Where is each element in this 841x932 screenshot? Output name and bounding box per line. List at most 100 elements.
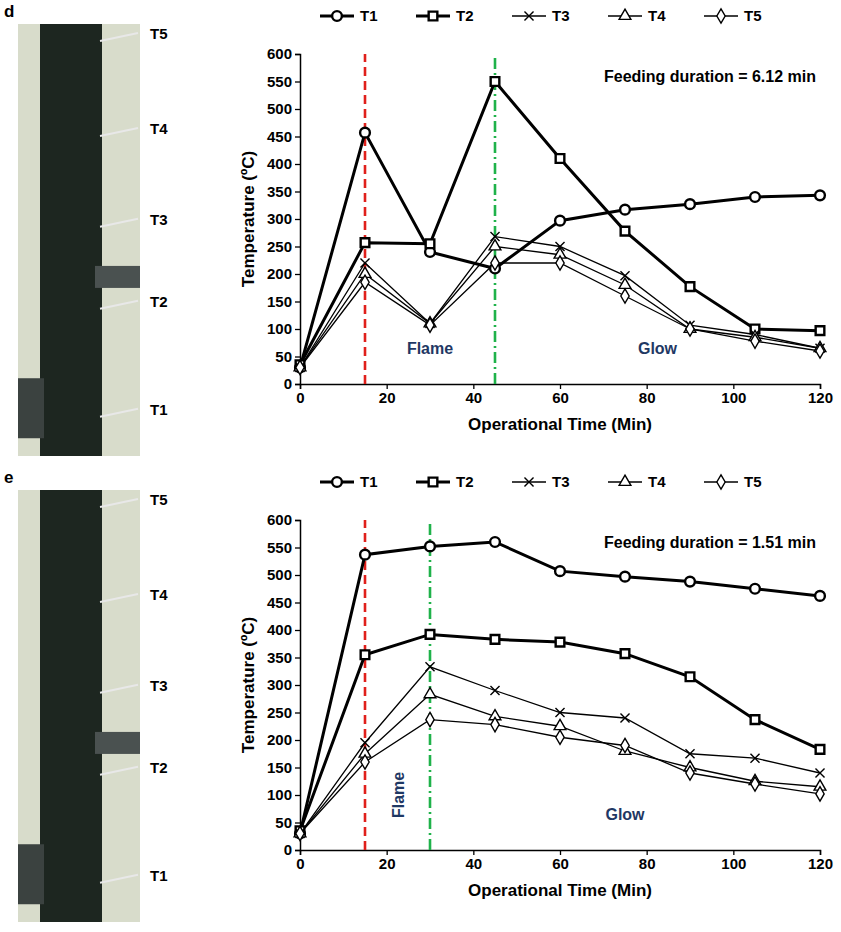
marker [424, 688, 436, 698]
legend-label: T4 [648, 7, 666, 24]
probe [100, 875, 138, 883]
marker [556, 730, 564, 744]
x-axis: 020406080100120 [296, 850, 833, 872]
y-tick: 100 [267, 786, 300, 803]
x-tick-label: 20 [379, 855, 396, 872]
marker [556, 154, 565, 163]
legend-swatch-marker [524, 11, 533, 20]
probe [100, 767, 138, 775]
y-tick: 250 [267, 238, 300, 255]
sensor-label: T1 [150, 401, 168, 418]
series-line [300, 667, 820, 834]
y-tick-mark [295, 246, 300, 247]
y-tick-mark [295, 685, 300, 686]
probe [100, 219, 138, 227]
sensor-label: T3 [150, 211, 168, 228]
y-tick: 250 [267, 704, 300, 721]
y-tick-label: 550 [267, 539, 292, 556]
y-tick-label: 400 [267, 621, 292, 638]
legend-label: T4 [648, 473, 666, 490]
marker [686, 672, 695, 681]
x-tick: 0 [296, 850, 304, 872]
marker [555, 708, 564, 717]
marker [620, 205, 630, 215]
marker [750, 754, 759, 763]
y-tick-label: 250 [267, 238, 292, 255]
x-tick-label: 40 [465, 389, 482, 406]
series-line [300, 247, 820, 368]
marker [361, 650, 370, 659]
y-tick-mark [295, 136, 300, 137]
y-tick-label: 600 [267, 45, 292, 62]
legend: T1T2T3T4T5 [320, 7, 762, 24]
marker [751, 334, 759, 348]
y-tick-label: 500 [267, 100, 292, 117]
y-axis-title: Temperature (ºC) [239, 151, 258, 287]
marker [816, 745, 825, 754]
x-tick: 0 [296, 384, 304, 406]
marker [685, 577, 695, 587]
photo [18, 24, 140, 456]
series-line [300, 237, 820, 368]
y-tick-label: 300 [267, 210, 292, 227]
x-tick: 40 [465, 384, 482, 406]
marker [491, 77, 500, 86]
series-line [300, 634, 820, 830]
legend-swatch-marker [429, 12, 438, 21]
y-tick-mark [295, 575, 300, 576]
legend: T1T2T3T4T5 [320, 473, 762, 490]
marker [425, 542, 435, 552]
marker [686, 766, 694, 780]
y-tick-mark [295, 81, 300, 82]
sensor-label: T5 [150, 491, 168, 508]
sensor-label: T4 [150, 586, 168, 603]
probe [100, 409, 138, 417]
x-tick: 40 [465, 850, 482, 872]
x-tick-label: 100 [721, 855, 746, 872]
probe [100, 33, 138, 41]
y-axis-line [295, 521, 301, 851]
marker [426, 239, 435, 248]
x-tick: 120 [808, 850, 833, 872]
y-tick-label: 450 [267, 128, 292, 145]
x-axis-title: Operational Time (Min) [468, 415, 652, 434]
y-tick: 600 [267, 511, 300, 528]
x-tick-label: 40 [465, 855, 482, 872]
x-tick-label: 100 [721, 389, 746, 406]
marker [360, 128, 370, 138]
marker [554, 719, 566, 729]
y-tick: 550 [267, 73, 300, 90]
y-tick: 100 [267, 320, 300, 337]
reference-line [494, 54, 497, 384]
marker [685, 199, 695, 209]
x-tick-label: 60 [552, 855, 569, 872]
y-tick-mark [295, 384, 300, 385]
marker [620, 713, 629, 722]
legend-label: T5 [744, 473, 762, 490]
probe [100, 594, 138, 602]
marker [556, 256, 564, 270]
legend-swatch-marker [332, 11, 342, 21]
figure: dT5T4T3T2T102040608010012005010015020025… [0, 0, 841, 932]
y-tick-mark [295, 740, 300, 741]
y-tick-mark [295, 850, 300, 851]
y-tick-label: 200 [267, 265, 292, 282]
y-tick: 200 [267, 265, 300, 282]
phase-label: Glow [638, 340, 678, 357]
y-tick-label: 0 [284, 841, 292, 858]
legend-swatch-marker [619, 475, 631, 485]
y-tick: 450 [267, 128, 300, 145]
x-tick: 100 [721, 384, 746, 406]
series-line [300, 133, 820, 368]
photo-column [40, 24, 102, 456]
y-tick-label: 350 [267, 183, 292, 200]
legend-swatch-marker [332, 477, 342, 487]
series-line [300, 720, 820, 834]
marker [556, 638, 565, 647]
y-tick-mark [295, 547, 300, 548]
sensor-label: T1 [150, 867, 168, 884]
sensor-label: T5 [150, 25, 168, 42]
y-tick-mark [295, 274, 300, 275]
y-tick-mark [295, 164, 300, 165]
series-line [300, 263, 820, 368]
